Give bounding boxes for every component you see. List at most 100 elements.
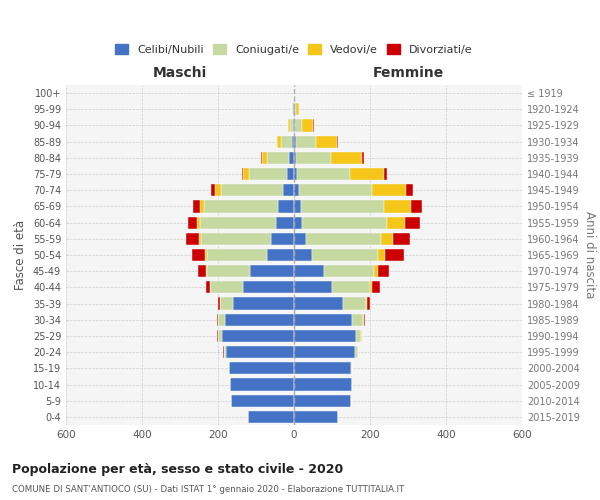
- Bar: [294, 168, 297, 180]
- Bar: [218, 314, 225, 326]
- Bar: [294, 136, 296, 147]
- Bar: [294, 282, 332, 294]
- Bar: [193, 200, 200, 212]
- Bar: [232, 394, 294, 407]
- Bar: [296, 103, 299, 116]
- Bar: [366, 298, 367, 310]
- Bar: [248, 411, 294, 423]
- Bar: [197, 216, 200, 228]
- Bar: [294, 378, 352, 390]
- Bar: [268, 249, 294, 261]
- Bar: [200, 216, 276, 228]
- Bar: [323, 265, 374, 278]
- Bar: [233, 298, 294, 310]
- Legend: Celibi/Nubili, Coniugati/e, Vedovi/e, Divorziati/e: Celibi/Nubili, Coniugati/e, Vedovi/e, Di…: [111, 40, 477, 59]
- Bar: [406, 184, 413, 196]
- Bar: [294, 200, 301, 212]
- Bar: [262, 152, 268, 164]
- Bar: [337, 136, 338, 147]
- Bar: [268, 152, 289, 164]
- Bar: [249, 168, 287, 180]
- Bar: [276, 216, 294, 228]
- Bar: [350, 168, 385, 180]
- Bar: [385, 249, 404, 261]
- Bar: [302, 216, 387, 228]
- Bar: [288, 120, 290, 132]
- Text: Maschi: Maschi: [153, 66, 207, 80]
- Bar: [192, 249, 205, 261]
- Bar: [283, 184, 294, 196]
- Bar: [294, 103, 295, 116]
- Bar: [299, 184, 371, 196]
- Bar: [296, 136, 316, 147]
- Bar: [224, 346, 226, 358]
- Bar: [294, 362, 351, 374]
- Bar: [362, 152, 364, 164]
- Bar: [294, 265, 323, 278]
- Bar: [306, 232, 382, 245]
- Bar: [293, 120, 294, 132]
- Bar: [281, 136, 292, 147]
- Bar: [296, 152, 331, 164]
- Bar: [289, 152, 294, 164]
- Bar: [370, 282, 372, 294]
- Bar: [352, 314, 363, 326]
- Bar: [356, 330, 361, 342]
- Bar: [292, 103, 293, 116]
- Bar: [250, 265, 294, 278]
- Bar: [294, 298, 343, 310]
- Bar: [367, 298, 370, 310]
- Bar: [377, 249, 385, 261]
- Bar: [385, 168, 388, 180]
- Bar: [206, 249, 268, 261]
- Bar: [293, 103, 294, 116]
- Bar: [383, 200, 411, 212]
- Bar: [387, 216, 405, 228]
- Bar: [294, 330, 356, 342]
- Bar: [294, 216, 302, 228]
- Bar: [295, 103, 296, 116]
- Bar: [290, 120, 293, 132]
- Bar: [301, 200, 383, 212]
- Text: Popolazione per età, sesso e stato civile - 2020: Popolazione per età, sesso e stato civil…: [12, 462, 343, 475]
- Text: Femmine: Femmine: [373, 66, 443, 80]
- Bar: [218, 298, 220, 310]
- Bar: [204, 200, 278, 212]
- Bar: [371, 184, 406, 196]
- Bar: [198, 265, 206, 278]
- Bar: [229, 362, 294, 374]
- Bar: [242, 168, 244, 180]
- Bar: [294, 232, 306, 245]
- Bar: [188, 216, 197, 228]
- Bar: [331, 152, 362, 164]
- Bar: [297, 168, 350, 180]
- Bar: [294, 152, 296, 164]
- Bar: [294, 411, 338, 423]
- Bar: [302, 120, 313, 132]
- Bar: [217, 330, 218, 342]
- Bar: [221, 184, 283, 196]
- Bar: [244, 168, 249, 180]
- Bar: [186, 232, 199, 245]
- Bar: [260, 152, 262, 164]
- Bar: [312, 249, 377, 261]
- Bar: [222, 330, 294, 342]
- Bar: [372, 282, 380, 294]
- Bar: [200, 200, 204, 212]
- Bar: [294, 346, 355, 358]
- Bar: [211, 184, 215, 196]
- Bar: [215, 184, 221, 196]
- Bar: [278, 200, 294, 212]
- Bar: [242, 282, 294, 294]
- Bar: [364, 314, 365, 326]
- Bar: [294, 249, 312, 261]
- Bar: [405, 216, 420, 228]
- Bar: [294, 394, 351, 407]
- Bar: [217, 314, 218, 326]
- Bar: [271, 232, 294, 245]
- Bar: [332, 282, 370, 294]
- Text: COMUNE DI SANT'ANTIOCO (SU) - Dati ISTAT 1° gennaio 2020 - Elaborazione TUTTITAL: COMUNE DI SANT'ANTIOCO (SU) - Dati ISTAT…: [12, 485, 404, 494]
- Bar: [343, 298, 366, 310]
- Bar: [351, 362, 352, 374]
- Bar: [295, 120, 302, 132]
